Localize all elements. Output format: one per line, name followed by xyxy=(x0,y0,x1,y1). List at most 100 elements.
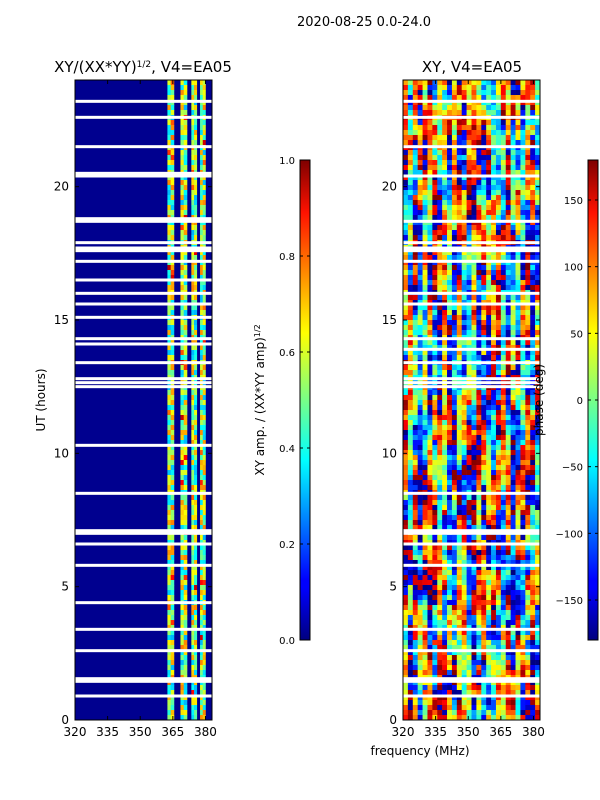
phase-cell xyxy=(466,95,472,101)
phase-cell xyxy=(500,210,507,216)
phase-cell xyxy=(476,665,482,671)
amplitude-cell xyxy=(200,125,204,131)
phase-cell xyxy=(525,135,531,141)
amplitude-cell xyxy=(170,95,175,101)
phase-cell xyxy=(495,200,502,206)
amplitude-cell xyxy=(170,195,175,201)
amplitude-cell xyxy=(170,480,175,486)
phase-cell xyxy=(525,650,531,656)
phase-cell xyxy=(432,445,438,451)
phase-cell xyxy=(407,250,414,256)
phase-cell xyxy=(451,185,458,191)
phase-cell xyxy=(530,555,536,561)
phase-cell xyxy=(530,170,536,176)
amplitude-cell xyxy=(183,495,188,501)
phase-cell xyxy=(525,125,531,131)
phase-cell xyxy=(417,465,423,471)
amplitude-cell xyxy=(202,410,206,416)
phase-cell xyxy=(407,475,414,481)
amplitude-cell xyxy=(202,140,206,146)
amplitude-cell xyxy=(191,545,195,551)
phase-cell xyxy=(437,140,443,146)
phase-cell xyxy=(481,135,487,141)
phase-cell xyxy=(515,130,521,136)
phase-cell xyxy=(403,310,409,316)
phase-cell xyxy=(491,550,497,556)
amplitude-cell xyxy=(180,455,185,461)
phase-cell xyxy=(486,390,492,396)
phase-cell xyxy=(476,215,482,221)
phase-cell xyxy=(417,710,423,716)
phase-cell xyxy=(486,295,492,301)
phase-cell xyxy=(525,390,531,396)
phase-cell xyxy=(403,185,409,191)
phase-cell xyxy=(471,235,477,241)
amplitude-cell xyxy=(202,225,206,231)
phase-cell xyxy=(437,305,443,311)
phase-cell xyxy=(520,315,526,321)
panel1-frame xyxy=(74,79,213,721)
phase-cell xyxy=(500,130,507,136)
phase-cell xyxy=(407,280,414,286)
amplitude-cell xyxy=(170,205,175,211)
phase-cell xyxy=(530,550,536,556)
amplitude-cell xyxy=(183,165,188,171)
phase-cell xyxy=(442,320,448,326)
phase-cell xyxy=(515,215,521,221)
amplitude-cell xyxy=(191,705,195,711)
amplitude-cell xyxy=(200,355,204,361)
phase-cell xyxy=(486,450,492,456)
amplitude-cell xyxy=(170,645,175,651)
phase-cell xyxy=(510,440,516,446)
phase-cell xyxy=(403,600,409,606)
phase-cell xyxy=(486,205,492,211)
phase-cell xyxy=(525,415,531,421)
phase-cell xyxy=(417,285,423,291)
phase-cell xyxy=(515,595,521,601)
phase-cell xyxy=(471,650,477,656)
phase-cell xyxy=(471,640,477,646)
amplitude-cell xyxy=(191,225,195,231)
phase-cell xyxy=(442,315,448,321)
phase-cell xyxy=(510,85,516,91)
phase-cell xyxy=(525,610,531,616)
phase-cell xyxy=(530,105,536,111)
phase-cell xyxy=(486,325,492,331)
amplitude-cell xyxy=(191,265,195,271)
phase-cell xyxy=(466,175,472,181)
phase-cell xyxy=(486,270,492,276)
phase-cell xyxy=(535,310,541,316)
amplitude-cell xyxy=(202,235,206,241)
phase-cell xyxy=(530,345,536,351)
phase-cell xyxy=(500,580,507,586)
amplitude-cell xyxy=(200,435,204,441)
phase-cell xyxy=(412,610,418,616)
phase-cell xyxy=(427,365,433,371)
phase-cell xyxy=(520,285,526,291)
phase-cell xyxy=(422,390,428,396)
amplitude-cell xyxy=(202,565,206,571)
phase-cell xyxy=(422,510,428,516)
phase-cell xyxy=(486,310,492,316)
amplitude-cell xyxy=(202,515,206,521)
phase-cell xyxy=(403,605,409,611)
phase-cell xyxy=(422,95,428,101)
phase-cell xyxy=(466,645,472,651)
amplitude-cell xyxy=(170,560,175,566)
phase-cell xyxy=(515,600,521,606)
phase-cell xyxy=(530,610,536,616)
phase-cell xyxy=(476,465,482,471)
phase-cell xyxy=(432,440,438,446)
phase-cell xyxy=(461,395,467,401)
phase-cell xyxy=(461,80,467,86)
phase-cell xyxy=(417,605,423,611)
phase-cell xyxy=(510,165,516,171)
phase-cell xyxy=(432,170,438,176)
phase-cell xyxy=(412,685,418,691)
phase-cell xyxy=(417,365,423,371)
phase-cell xyxy=(437,570,443,576)
phase-cell xyxy=(510,170,516,176)
phase-cell xyxy=(515,390,521,396)
phase-cell xyxy=(505,630,511,636)
phase-cell xyxy=(491,90,497,96)
